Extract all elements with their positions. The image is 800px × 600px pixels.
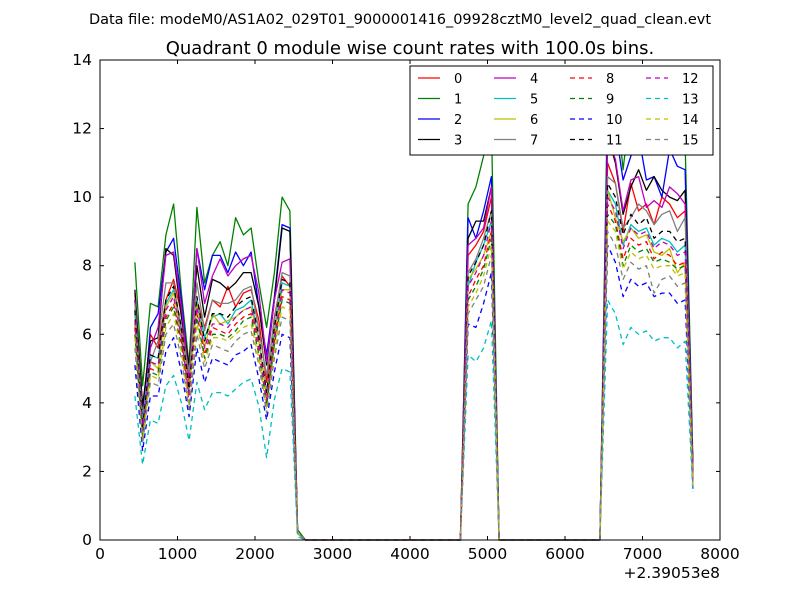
x-tick-label: 1000 — [158, 545, 197, 563]
legend-label-1: 1 — [454, 93, 462, 108]
legend-label-2: 2 — [454, 113, 462, 128]
chart-title: Quadrant 0 module wise count rates with … — [166, 38, 655, 59]
y-tick-label: 4 — [82, 394, 92, 412]
y-tick-label: 0 — [82, 531, 92, 549]
legend-label-14: 14 — [682, 113, 699, 128]
x-tick-label: 4000 — [390, 545, 429, 563]
x-tick-label: 3000 — [313, 545, 352, 563]
x-tick-label: 0 — [95, 545, 105, 563]
y-tick-label: 6 — [82, 325, 92, 343]
y-tick-label: 2 — [82, 462, 92, 480]
legend-label-3: 3 — [454, 134, 462, 149]
x-tick-label: 7000 — [623, 545, 662, 563]
legend-label-12: 12 — [682, 72, 699, 87]
ticks-layer: 0 1000 2000 3000 4000 5000 6000 7000 80000246810… — [72, 51, 739, 563]
legend-label-15: 15 — [682, 134, 699, 149]
legend-label-6: 6 — [530, 113, 538, 128]
y-tick-label: 12 — [72, 120, 92, 138]
legend-label-13: 13 — [682, 93, 699, 108]
data-file-header: Data file: modeM0/AS1A02_029T01_90000014… — [89, 12, 711, 28]
y-tick-label: 14 — [72, 51, 92, 69]
legend-box — [409, 65, 714, 156]
legend-label-0: 0 — [454, 72, 462, 87]
y-tick-label: 10 — [72, 188, 92, 206]
legend-label-7: 7 — [530, 134, 538, 149]
x-offset-label: +2.39053e8 — [624, 564, 720, 582]
legend-label-8: 8 — [606, 72, 614, 87]
legend-label-10: 10 — [606, 113, 623, 128]
x-tick-label: 6000 — [545, 545, 584, 563]
legend-label-4: 4 — [530, 72, 538, 87]
legend-label-5: 5 — [530, 93, 538, 108]
legend-label-11: 11 — [606, 134, 623, 149]
x-tick-label: 2000 — [235, 545, 274, 563]
y-tick-label: 8 — [82, 257, 92, 275]
legend-label-9: 9 — [606, 93, 614, 108]
x-tick-label: 8000 — [700, 545, 739, 563]
x-tick-label: 5000 — [468, 545, 507, 563]
